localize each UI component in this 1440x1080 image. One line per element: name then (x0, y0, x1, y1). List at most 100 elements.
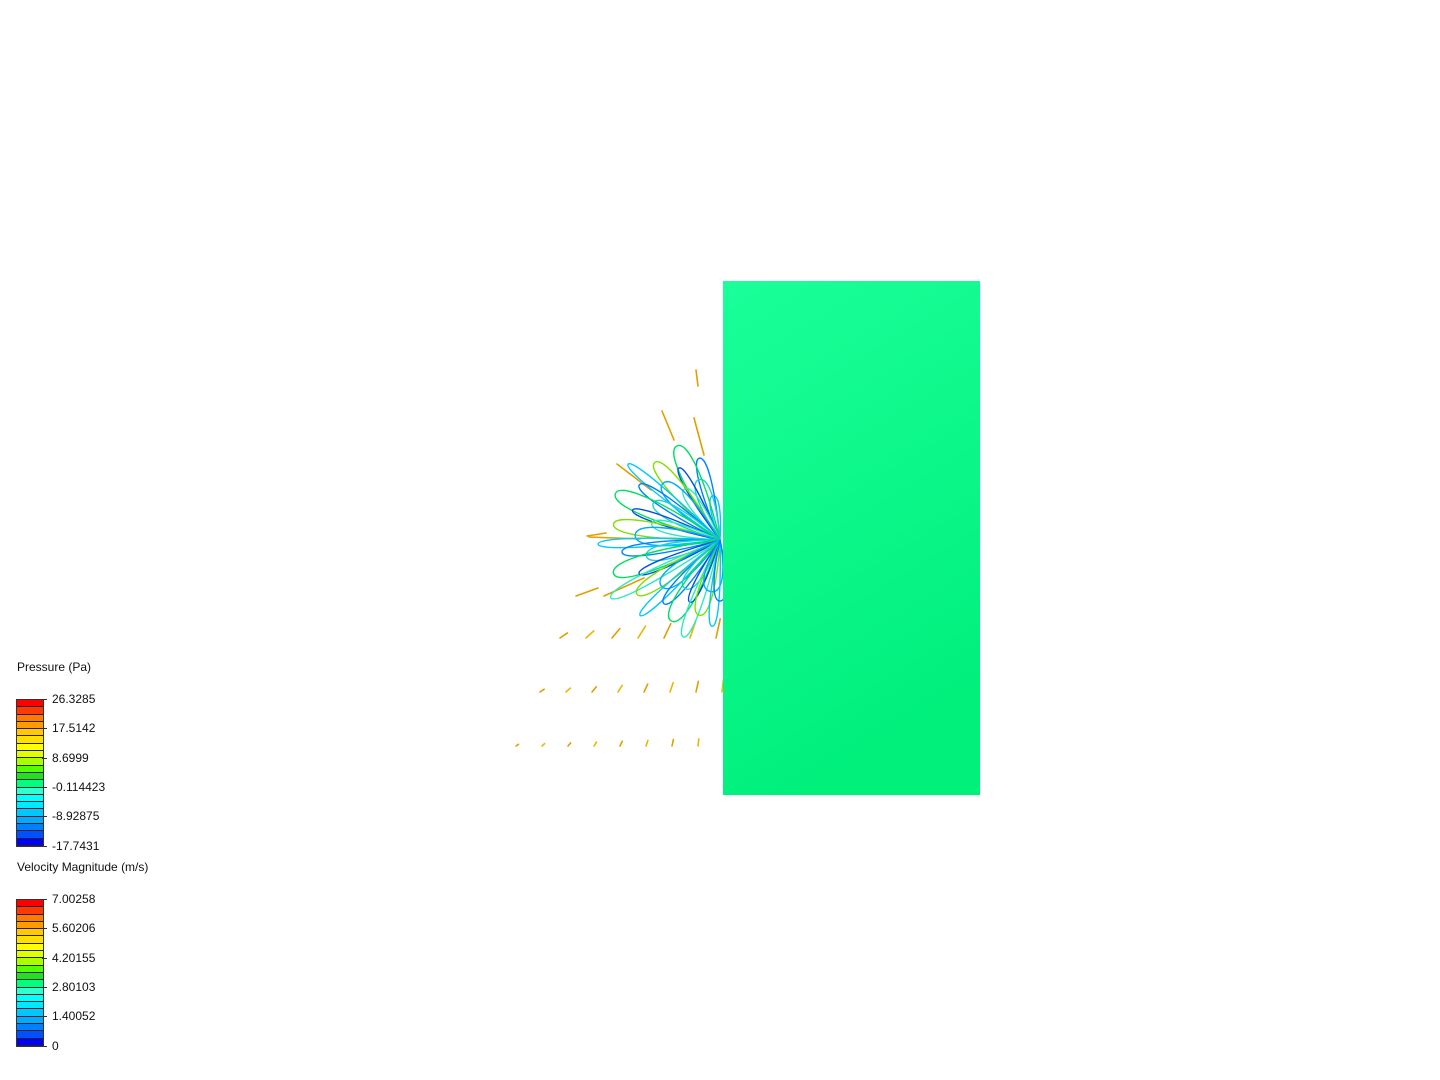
velocity-arrow (567, 742, 572, 747)
velocity-arrow (695, 680, 700, 693)
streamline (660, 481, 721, 541)
colorbar-band (17, 831, 43, 839)
colorbar-band (17, 943, 43, 952)
colorbar-band (17, 1009, 43, 1017)
velocity-arrow (643, 683, 649, 693)
streamline (681, 539, 721, 590)
colorbar-band (17, 721, 43, 730)
colorbar-band (17, 816, 43, 825)
velocity-arrow (603, 577, 645, 597)
streamline (680, 539, 721, 638)
colorbar-band (17, 838, 43, 846)
colorbar-band (17, 1002, 43, 1010)
velocity-arrow (565, 687, 572, 693)
streamline (695, 457, 721, 541)
streamlines (597, 444, 727, 638)
velocity-arrow (541, 742, 546, 747)
tick-label: 8.6999 (52, 750, 89, 765)
streamline (652, 499, 721, 541)
solid-body (723, 281, 980, 795)
velocity-arrow (645, 739, 649, 747)
tick-mark (42, 957, 47, 959)
colorbar-band (17, 965, 43, 973)
colorbar-band (17, 1024, 43, 1032)
colorbar-band (17, 758, 43, 766)
tick-mark (42, 699, 47, 700)
colorbar-band (17, 736, 43, 744)
velocity-arrow (695, 369, 699, 387)
colorbar-band (17, 751, 43, 759)
tick-mark (42, 899, 47, 900)
colorbar-band (17, 951, 43, 959)
velocity-arrow (637, 625, 647, 639)
tick-mark (42, 1045, 47, 1047)
velocity-arrow (559, 632, 569, 639)
velocity-arrow (693, 417, 705, 456)
streamline (667, 539, 721, 623)
tick-label: 17.5142 (52, 721, 96, 736)
colorbar-band (17, 921, 43, 930)
colorbar-band (17, 972, 43, 981)
velocity-arrow (616, 463, 652, 491)
tick-label: 26.3285 (52, 692, 96, 706)
velocity-arrow (617, 684, 623, 693)
colorbar-band (17, 958, 43, 966)
colorbar-band (17, 994, 43, 1003)
streamline (614, 489, 721, 541)
tick-mark (42, 928, 47, 930)
colorbar-band (17, 729, 43, 737)
streamline (682, 487, 721, 541)
tick-label: 7.00258 (52, 892, 96, 906)
velocity-arrow (586, 532, 607, 537)
colorbar-band (17, 802, 43, 810)
colorbar-band (17, 765, 43, 773)
tick-label: -17.7431 (52, 838, 100, 853)
tick-label: 5.60206 (52, 921, 96, 936)
tick-label: 1.40052 (52, 1009, 96, 1024)
colorbar-band (17, 1038, 43, 1046)
streamline (651, 519, 721, 541)
colorbar-band (17, 907, 43, 915)
colorbar-band (17, 743, 43, 752)
velocity-arrow (671, 738, 675, 747)
velocity-arrow (715, 618, 722, 639)
streamline (662, 539, 721, 605)
colorbar-band (17, 787, 43, 795)
colorbar-band (17, 929, 43, 937)
velocity-arrow (591, 685, 598, 693)
streamline (634, 526, 721, 547)
velocity-arrow (663, 622, 672, 639)
colorbar-band (17, 780, 43, 788)
colorbar-band (17, 987, 43, 995)
streamline (638, 483, 721, 541)
streamline (652, 460, 721, 541)
colorbar-band (17, 1016, 43, 1025)
colorbar-band (17, 809, 43, 817)
tick-mark (42, 757, 47, 759)
tick-mark (42, 986, 47, 988)
tick-label: 4.20155 (52, 950, 96, 965)
streamline (635, 539, 721, 597)
colorbar-band (17, 914, 43, 922)
tick-mark (42, 1016, 47, 1018)
tick-mark (42, 728, 47, 730)
colorbar-band (17, 707, 43, 715)
tick-mark (42, 816, 47, 818)
streamline (659, 539, 721, 590)
velocity-arrow (575, 587, 599, 597)
velocity-arrow (619, 740, 624, 747)
colorbar-band (17, 714, 43, 722)
streamline (610, 539, 721, 600)
pressure-colorbar (16, 699, 44, 847)
velocity-arrow (539, 688, 545, 693)
colorbar-band (17, 772, 43, 781)
colorbar-band (17, 700, 43, 708)
pressure-legend-title: Pressure (Pa) (17, 660, 92, 674)
streamline (621, 539, 721, 557)
tick-label: -8.92875 (52, 809, 100, 824)
streamline (708, 539, 721, 628)
velocity-arrow (697, 738, 700, 747)
streamline (639, 539, 721, 617)
velocity-colorbar (16, 899, 44, 1047)
